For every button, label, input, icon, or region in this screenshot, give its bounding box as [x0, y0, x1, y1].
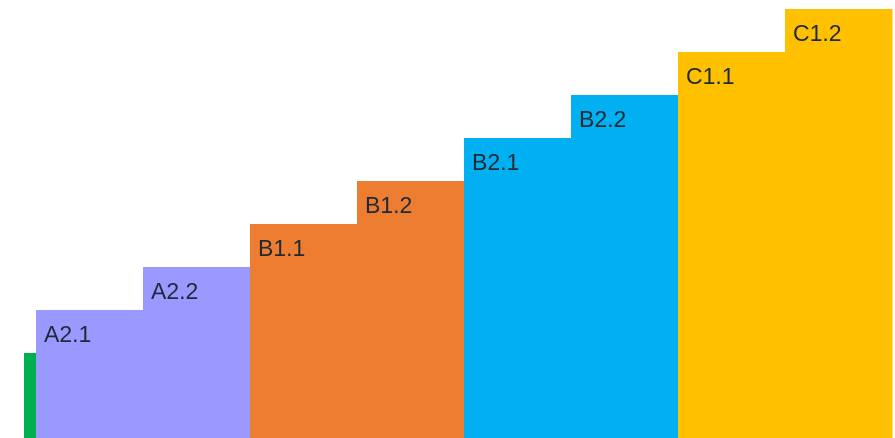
step-block-b2-2 — [571, 95, 679, 438]
step-label-c1-1: C1.1 — [686, 63, 735, 89]
step-block-c1-1 — [678, 52, 786, 438]
step-label-b2-2: B2.2 — [579, 106, 626, 132]
step-label-a2-1: A2.1 — [44, 321, 91, 347]
step-label-b2-1: B2.1 — [472, 149, 519, 175]
labels-layer: A2.1 A2.2 B1.1 B1.2 B2.1 B2.2 C1.1 C1.2 — [44, 20, 842, 347]
step-block-b1-1 — [250, 224, 358, 438]
step-label-b1-2: B1.2 — [365, 192, 412, 218]
step-block-start — [24, 353, 37, 438]
step-block-b1-2 — [357, 181, 465, 438]
step-label-c1-2: C1.2 — [793, 20, 842, 46]
step-label-a2-2: A2.2 — [151, 278, 198, 304]
step-block-a2-1 — [36, 310, 144, 438]
step-block-b2-1 — [464, 138, 572, 438]
steps-layer — [24, 9, 893, 438]
step-block-a2-2 — [143, 267, 251, 438]
step-label-b1-1: B1.1 — [258, 235, 305, 261]
step-block-c1-2 — [785, 9, 893, 438]
